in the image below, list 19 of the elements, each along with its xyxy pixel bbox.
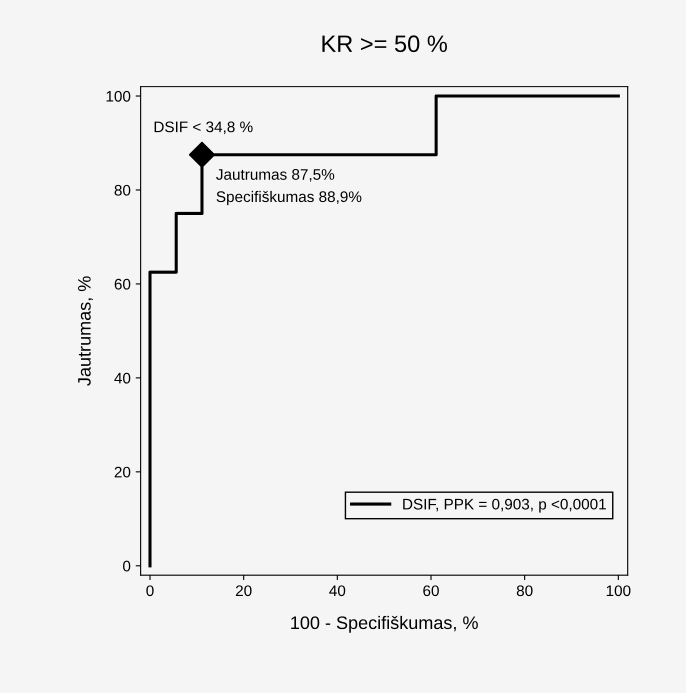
chart-title: KR >= 50 %: [322, 35, 447, 52]
annotation: Specifiškumas 88,9%: [216, 190, 362, 206]
x-tick-label: 100: [606, 585, 630, 596]
x-tick-label: 60: [423, 585, 439, 596]
x-tick-label: 0: [146, 585, 154, 596]
y-tick-label: 80: [114, 184, 130, 196]
y-tick-label: 60: [114, 278, 130, 290]
annotation: Jautrumas 87,5%: [216, 169, 334, 182]
annotation: DSIF < 34,8 %: [154, 121, 253, 134]
y-axis-title: Jautrumas, %: [78, 276, 93, 386]
y-tick-label: 40: [114, 372, 130, 384]
x-tick-label: 80: [516, 585, 533, 596]
y-tick-label: 0: [123, 560, 130, 572]
x-tick-label: 40: [329, 585, 346, 596]
x-tick-label: 20: [236, 585, 252, 596]
y-tick-label: 100: [106, 90, 130, 102]
x-axis-title: 100 - Specifiškumas, %: [291, 616, 478, 633]
legend-label: DSIF, PPK = 0,903, p <0,0001: [403, 498, 606, 513]
y-tick-label: 20: [114, 466, 130, 478]
